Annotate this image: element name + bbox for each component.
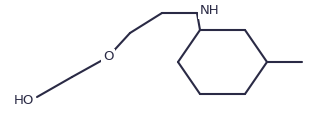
Text: HO: HO — [14, 94, 34, 106]
Text: NH: NH — [200, 4, 220, 18]
Text: O: O — [103, 50, 113, 64]
